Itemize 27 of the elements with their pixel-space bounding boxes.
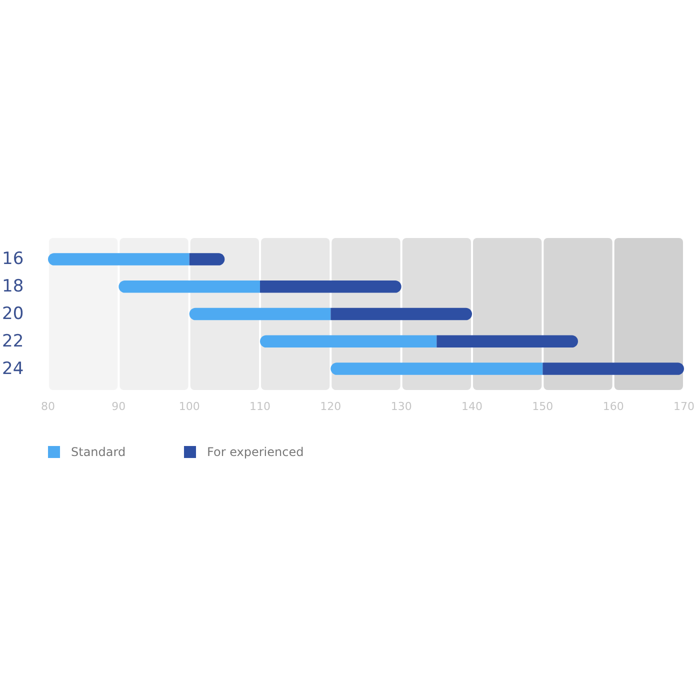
- x-tick-label: 100: [178, 400, 200, 413]
- y-tick-label: 20: [2, 304, 24, 324]
- bar: [436, 335, 578, 348]
- x-tick-label: 170: [674, 400, 694, 413]
- y-tick-label: 24: [2, 358, 24, 379]
- bar: [189, 253, 225, 266]
- bar: [48, 253, 190, 266]
- y-tick-label: 22: [2, 331, 24, 352]
- bar: [330, 308, 472, 320]
- legend-label: For experienced: [207, 445, 304, 459]
- x-tick-label: 130: [390, 400, 412, 413]
- y-tick-label: 16: [2, 249, 24, 270]
- bar: [118, 280, 260, 293]
- x-tick-label: 150: [532, 400, 554, 413]
- bar: [330, 362, 543, 375]
- x-tick-label: 110: [250, 400, 270, 413]
- y-tick-label: 18: [2, 276, 24, 297]
- x-tick-label: 120: [320, 400, 342, 413]
- x-tick-label: 140: [462, 400, 482, 413]
- legend-label: Standard: [71, 445, 126, 459]
- bar: [260, 335, 437, 348]
- x-tick-label: 90: [112, 400, 126, 413]
- bar: [542, 362, 684, 375]
- bar: [260, 280, 402, 293]
- x-tick-label: 160: [602, 400, 624, 413]
- x-tick-label: 80: [41, 400, 55, 413]
- bar: [189, 308, 331, 320]
